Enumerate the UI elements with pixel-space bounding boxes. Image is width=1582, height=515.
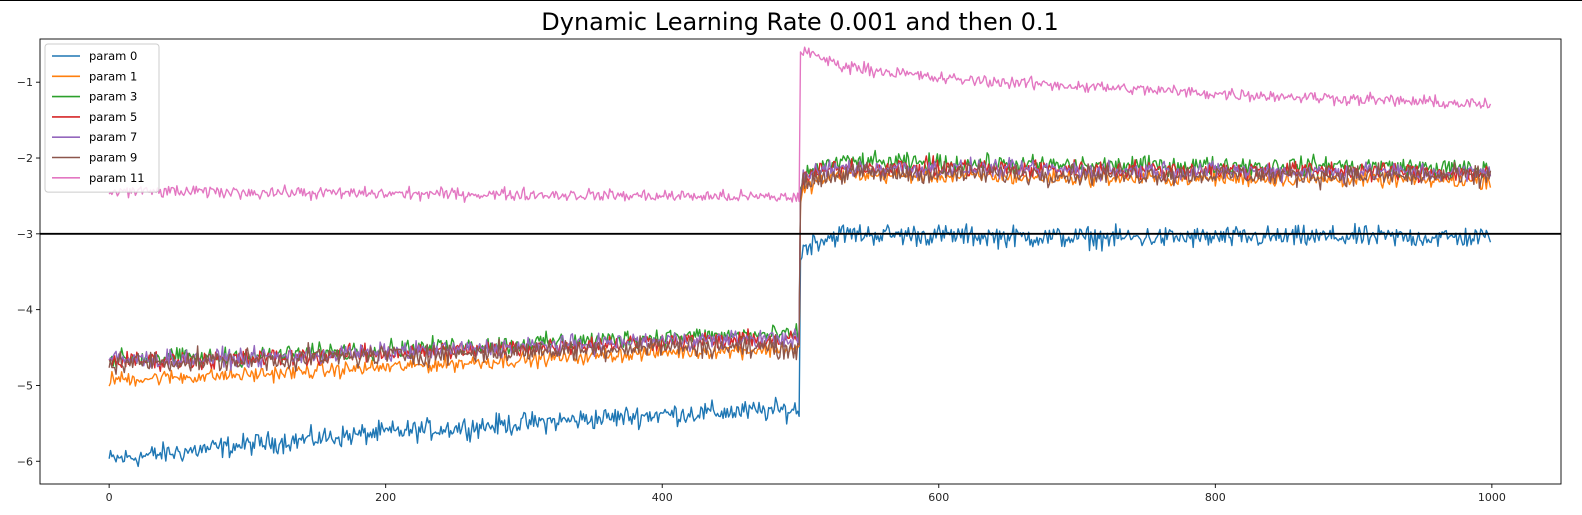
legend-label: param 5: [89, 110, 137, 124]
series-line-param-11: [108, 46, 1492, 203]
legend-box: [44, 43, 160, 193]
series-line-param-9: [108, 160, 1492, 375]
legend-label: param 3: [89, 90, 137, 104]
x-tick-label: 400: [652, 491, 673, 504]
y-tick-label: −4: [17, 304, 33, 317]
legend-label: param 7: [89, 130, 137, 144]
chart-title: Dynamic Learning Rate 0.001 and then 0.1: [541, 8, 1058, 36]
y-tick-label: −5: [17, 379, 33, 392]
legend-label: param 1: [89, 69, 137, 83]
x-tick-label: 0: [106, 491, 113, 504]
y-tick-label: −6: [17, 455, 33, 468]
axes-frame: [39, 38, 1562, 485]
legend-label: param 11: [89, 171, 145, 185]
x-tick-label: 800: [1205, 491, 1226, 504]
y-tick-label: −2: [17, 152, 33, 165]
x-tick-label: 1000: [1478, 491, 1506, 504]
y-tick-label: −1: [17, 76, 33, 89]
x-axis-ticks: 0 200 400 600 800 1000: [106, 484, 1506, 504]
y-axis-ticks: −6 −5 −4 −3 −2 −1: [17, 76, 40, 468]
x-tick-label: 200: [375, 491, 396, 504]
top-border: [0, 0, 1582, 1]
y-tick-label: −3: [17, 228, 33, 241]
series-layer: [108, 46, 1492, 468]
legend-label: param 9: [89, 151, 137, 165]
x-tick-label: 600: [928, 491, 949, 504]
legend: param 0 param 1 param 3 param 5 param 7 param…: [44, 43, 160, 193]
legend-label: param 0: [89, 49, 137, 63]
